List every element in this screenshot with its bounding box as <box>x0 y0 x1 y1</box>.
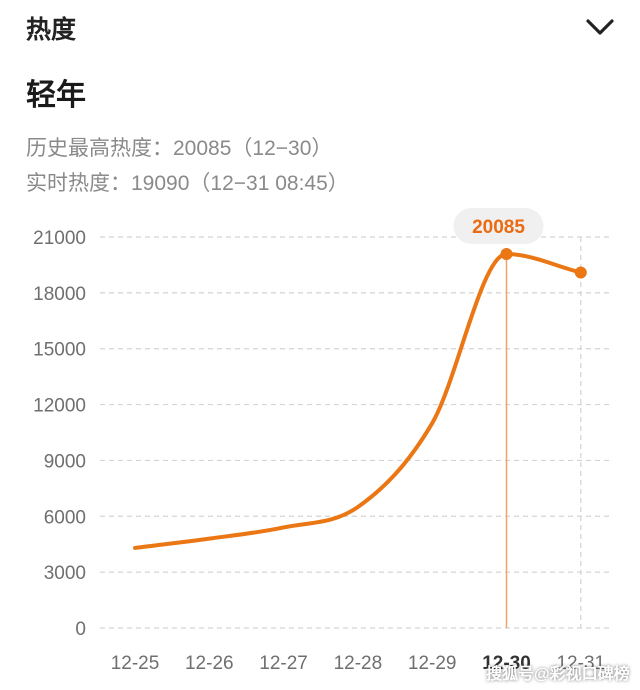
y-tick-label: 12000 <box>33 396 86 417</box>
y-tick-label: 9000 <box>44 451 86 472</box>
peak-heat-label: 历史最高热度： <box>26 137 173 160</box>
peak-heat-stat: 历史最高热度：20085（12−30） <box>26 132 332 162</box>
x-tick-label: 12-28 <box>334 653 383 674</box>
y-tick-label: 0 <box>75 619 86 640</box>
x-tick-label: 12-25 <box>111 653 160 674</box>
topic-name: 轻年 <box>26 79 86 112</box>
x-tick-label: 12-26 <box>185 653 234 674</box>
data-point <box>574 266 587 279</box>
section-title: 热度 <box>26 16 77 44</box>
x-tick-label: 12-29 <box>408 653 457 674</box>
y-tick-label: 3000 <box>44 563 86 584</box>
current-heat-label: 实时热度： <box>26 172 131 195</box>
y-tick-label: 18000 <box>33 284 86 305</box>
value-bubble <box>453 208 544 244</box>
y-tick-label: 6000 <box>44 507 86 528</box>
watermark: 搜狐号@彩视口碑榜 <box>486 666 630 683</box>
current-heat-value: 19090（12−31 08:45） <box>131 172 349 195</box>
chevron-down-icon[interactable] <box>582 12 618 42</box>
y-tick-label: 15000 <box>33 340 86 361</box>
x-tick-label: 12-30 <box>482 653 531 674</box>
value-bubble-label: 20085 <box>472 217 525 238</box>
series-line <box>133 252 583 550</box>
current-heat-stat: 实时热度：19090（12−31 08:45） <box>26 167 349 197</box>
x-tick-label: 12-31 <box>556 653 605 674</box>
y-tick-label: 21000 <box>33 228 86 249</box>
data-point <box>500 248 513 261</box>
peak-heat-value: 20085（12−30） <box>173 137 333 160</box>
x-tick-label: 12-27 <box>259 653 308 674</box>
heat-line-chart: 0 3000 6000 9000 12000 15000 18000 21000 12-25 1… <box>33 208 612 674</box>
